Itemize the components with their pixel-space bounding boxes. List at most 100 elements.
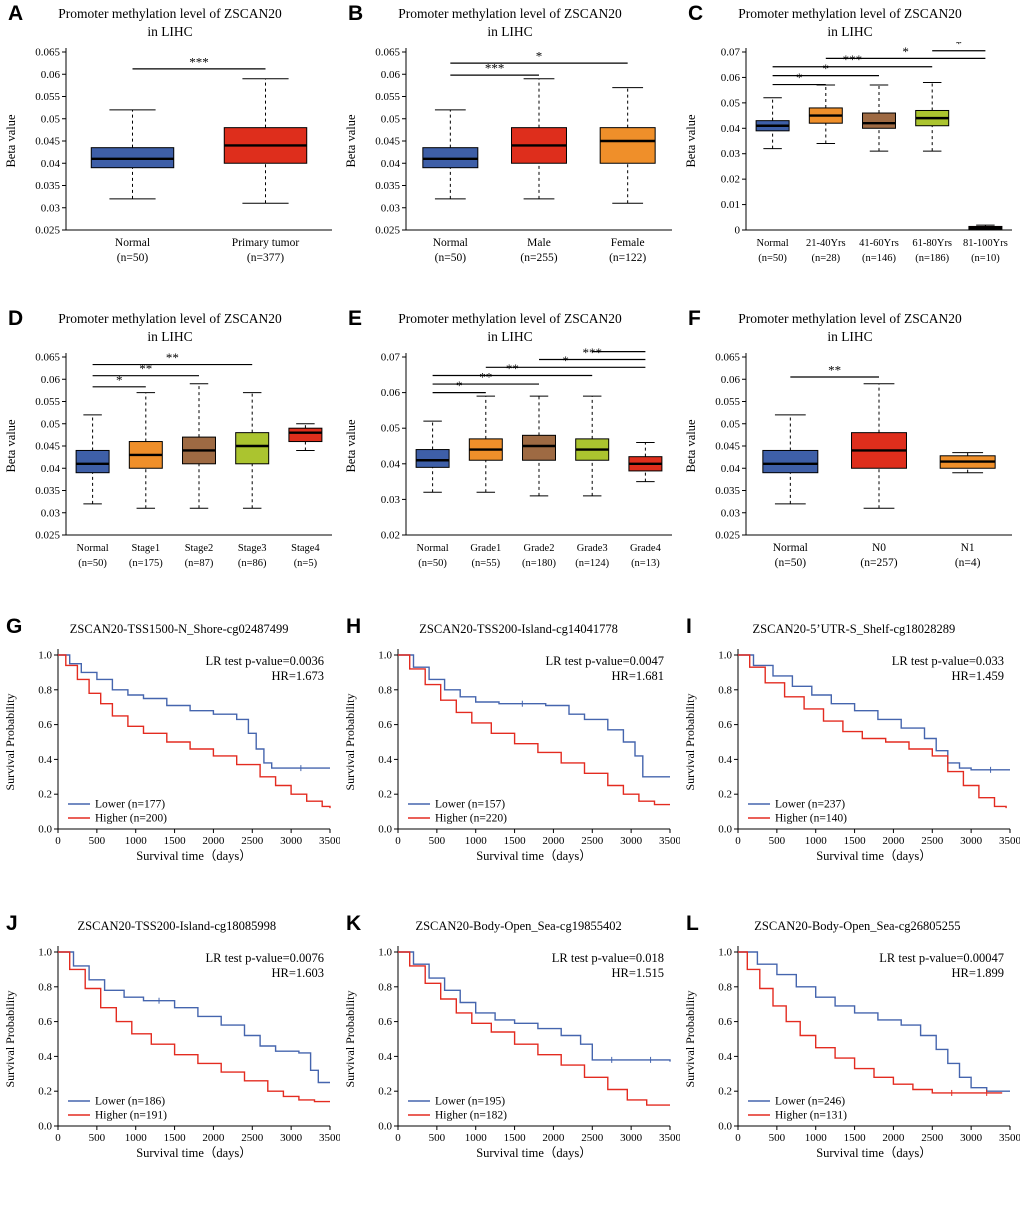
svg-text:0.03: 0.03 xyxy=(721,507,741,519)
svg-text:*: * xyxy=(796,70,803,85)
svg-text:2500: 2500 xyxy=(581,835,604,847)
chart-title: ZSCAN20-TSS200-Island-cg14041778 xyxy=(419,622,618,636)
svg-text:0.05: 0.05 xyxy=(721,418,741,430)
svg-text:3500: 3500 xyxy=(659,1132,680,1144)
chart-title-line1: Promoter methylation level of ZSCAN20 xyxy=(398,6,622,21)
svg-text:(n=50): (n=50) xyxy=(775,557,807,569)
svg-text:***: *** xyxy=(189,55,209,70)
svg-text:0.01: 0.01 xyxy=(721,199,740,211)
km-chart-I: 0.0 0.2 0.4 0.6 0.8 1.0 0 500 1000 1500 2000 2500 30… xyxy=(683,649,1020,863)
svg-text:0.035: 0.035 xyxy=(375,180,400,192)
boxplot-E: 0.02 0.03 0.04 0.05 0.06 0.07 Beta value Normal… xyxy=(344,347,672,569)
svg-text:0.4: 0.4 xyxy=(718,754,732,766)
svg-text:0.07: 0.07 xyxy=(721,47,741,59)
svg-text:LR test p-value=0.018: LR test p-value=0.018 xyxy=(552,951,664,965)
panel-K: K ZSCAN20-Body-Open_Sea-cg19855402 0.0 0.… xyxy=(340,907,680,1204)
svg-text:0.8: 0.8 xyxy=(718,684,732,696)
svg-text:0.035: 0.035 xyxy=(715,485,740,497)
svg-text:Normal: Normal xyxy=(115,237,150,249)
km-chart-J: 0.0 0.2 0.4 0.6 0.8 1.0 0 500 1000 1500 2000 2500 30… xyxy=(3,946,340,1160)
chart-title: Promoter methylation level of ZSCAN20 in… xyxy=(0,305,340,345)
chart-title-line1: Promoter methylation level of ZSCAN20 xyxy=(398,311,622,326)
svg-text:1000: 1000 xyxy=(805,1132,828,1144)
svg-text:Beta value: Beta value xyxy=(684,114,698,168)
svg-text:1500: 1500 xyxy=(164,1132,187,1144)
svg-text:Survival time（days）: Survival time（days） xyxy=(136,849,252,863)
svg-text:0: 0 xyxy=(55,1132,61,1144)
svg-text:3000: 3000 xyxy=(960,835,983,847)
svg-text:(n=50): (n=50) xyxy=(78,558,107,569)
svg-text:3500: 3500 xyxy=(999,835,1020,847)
svg-text:0.2: 0.2 xyxy=(378,1086,392,1098)
svg-text:0.045: 0.045 xyxy=(35,441,60,453)
svg-text:0.065: 0.065 xyxy=(35,352,60,364)
chart-title: ZSCAN20-Body-Open_Sea-cg26805255 xyxy=(754,919,961,933)
panel-letter: D xyxy=(8,307,24,330)
svg-text:1.0: 1.0 xyxy=(38,947,52,959)
svg-text:0.05: 0.05 xyxy=(41,113,61,125)
svg-text:1500: 1500 xyxy=(844,1132,867,1144)
svg-text:2000: 2000 xyxy=(882,835,905,847)
svg-text:1.0: 1.0 xyxy=(718,947,732,959)
svg-text:(n=186): (n=186) xyxy=(915,253,949,264)
svg-text:0: 0 xyxy=(55,835,61,847)
svg-text:500: 500 xyxy=(769,1132,786,1144)
svg-text:Survival Probability: Survival Probability xyxy=(343,991,357,1088)
svg-text:0.065: 0.065 xyxy=(35,47,60,59)
svg-text:0.06: 0.06 xyxy=(721,72,741,84)
svg-text:(n=55): (n=55) xyxy=(471,558,500,569)
svg-text:Stage3: Stage3 xyxy=(238,543,267,554)
svg-text:0: 0 xyxy=(735,835,741,847)
panel-header: G ZSCAN20-TSS1500-N_Shore-cg02487499 xyxy=(0,610,340,639)
svg-text:Grade3: Grade3 xyxy=(577,543,608,554)
panel-letter: F xyxy=(688,307,701,330)
panel-H: H ZSCAN20-TSS200-Island-cg14041778 0.0 0.… xyxy=(340,610,680,907)
svg-text:0.035: 0.035 xyxy=(35,485,60,497)
svg-text:0.03: 0.03 xyxy=(721,148,741,160)
svg-text:Higher (n=200): Higher (n=200) xyxy=(95,813,167,825)
svg-text:(n=257): (n=257) xyxy=(860,557,897,569)
panel-letter: K xyxy=(346,912,362,935)
svg-text:HR=1.459: HR=1.459 xyxy=(951,669,1004,683)
svg-text:0.03: 0.03 xyxy=(41,507,61,519)
chart-title: Promoter methylation level of ZSCAN20 in… xyxy=(0,0,340,40)
panel-letter: L xyxy=(686,912,699,935)
panel-G: G ZSCAN20-TSS1500-N_Shore-cg02487499 0.0… xyxy=(0,610,340,907)
svg-text:500: 500 xyxy=(89,835,106,847)
svg-text:0: 0 xyxy=(735,1132,741,1144)
svg-text:Lower (n=195): Lower (n=195) xyxy=(435,1096,505,1108)
svg-text:(n=87): (n=87) xyxy=(185,558,214,569)
svg-text:2500: 2500 xyxy=(581,1132,604,1144)
panel-header: K ZSCAN20-Body-Open_Sea-cg19855402 xyxy=(340,907,680,936)
svg-text:0.0: 0.0 xyxy=(718,824,732,836)
svg-text:0.6: 0.6 xyxy=(718,719,732,731)
svg-text:0.0: 0.0 xyxy=(718,1121,732,1133)
svg-text:0.04: 0.04 xyxy=(721,123,741,135)
svg-text:0.025: 0.025 xyxy=(35,225,60,237)
svg-text:(n=124): (n=124) xyxy=(575,558,609,569)
svg-text:HR=1.515: HR=1.515 xyxy=(611,966,664,980)
svg-text:*: * xyxy=(823,61,830,76)
svg-text:Survival Probability: Survival Probability xyxy=(683,991,697,1088)
chart-title-line1: Promoter methylation level of ZSCAN20 xyxy=(738,311,962,326)
svg-text:Stage2: Stage2 xyxy=(185,543,214,554)
svg-text:(n=50): (n=50) xyxy=(758,253,787,264)
panel-letter: E xyxy=(348,307,363,330)
svg-text:0.0: 0.0 xyxy=(38,824,52,836)
km-chart-K: 0.0 0.2 0.4 0.6 0.8 1.0 0 500 1000 1500 2000 2500 30… xyxy=(343,946,680,1160)
svg-text:0.025: 0.025 xyxy=(715,530,740,542)
svg-text:*: * xyxy=(902,44,909,59)
svg-text:0.2: 0.2 xyxy=(38,1086,52,1098)
svg-text:3000: 3000 xyxy=(620,835,643,847)
svg-text:0.05: 0.05 xyxy=(41,418,61,430)
chart-title-line2: in LIHC xyxy=(827,328,873,344)
panel-header: L ZSCAN20-Body-Open_Sea-cg26805255 xyxy=(680,907,1020,936)
svg-text:Beta value: Beta value xyxy=(684,419,698,473)
panel-I: I ZSCAN20-5’UTR-S_Shelf-cg18028289 0.0 0.… xyxy=(680,610,1020,907)
svg-text:0.05: 0.05 xyxy=(721,97,741,109)
svg-text:0.8: 0.8 xyxy=(38,981,52,993)
svg-text:Survival time（days）: Survival time（days） xyxy=(816,849,932,863)
svg-text:Survival Probability: Survival Probability xyxy=(683,694,697,791)
svg-text:1000: 1000 xyxy=(125,1132,148,1144)
